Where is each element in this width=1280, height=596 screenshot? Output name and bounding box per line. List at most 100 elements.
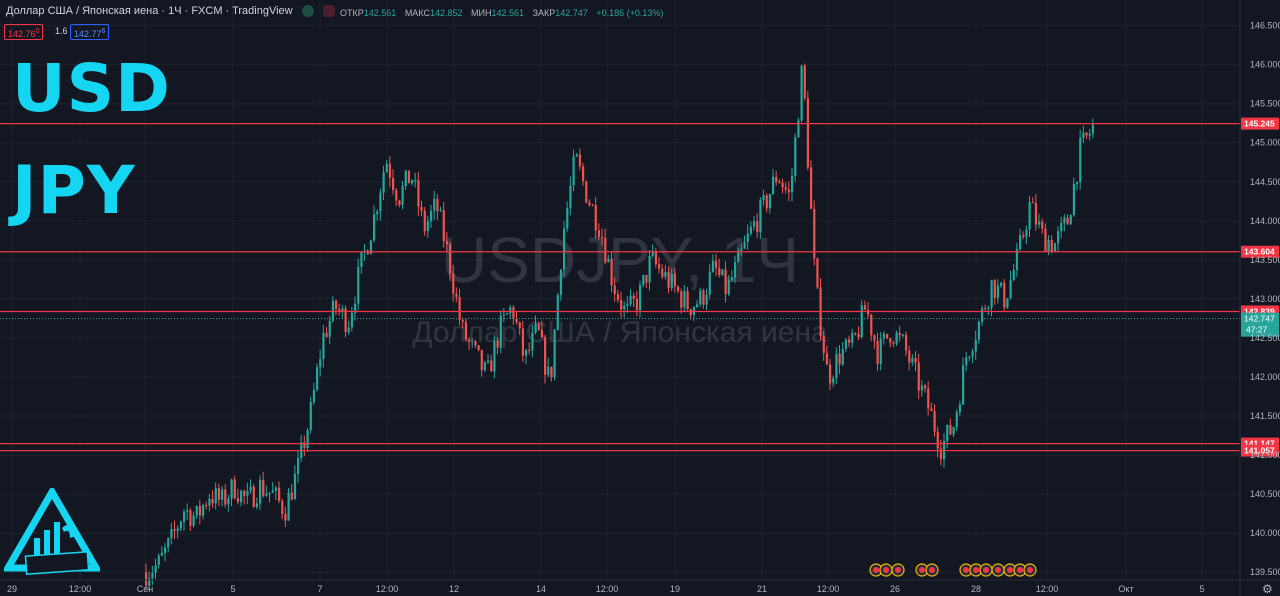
overlay-usd: USD: [12, 50, 171, 127]
candle-body: [984, 308, 987, 310]
candle-body: [920, 385, 924, 391]
candle-body: [328, 320, 331, 337]
candle-body: [670, 273, 673, 289]
flag-dot: [1017, 567, 1023, 573]
candle-body: [680, 291, 683, 308]
flag-dot: [1007, 567, 1013, 573]
candle-body: [160, 552, 164, 556]
candle-body: [306, 430, 309, 448]
candle-body: [654, 251, 658, 265]
candle-body: [832, 378, 835, 384]
candle-body: [316, 367, 319, 390]
candle-body: [344, 308, 347, 333]
candle-body: [892, 342, 895, 344]
candle-body: [369, 240, 373, 255]
candle-body: [1066, 217, 1069, 225]
y-tick-label: 145.500: [1250, 99, 1280, 109]
candle-body: [645, 275, 648, 283]
candle-body: [227, 498, 230, 505]
candle-body: [841, 348, 844, 365]
candle-body: [325, 332, 328, 337]
candle-body: [718, 267, 721, 275]
level-label: 145.245: [1244, 119, 1275, 129]
candle-body: [170, 529, 173, 539]
flag-dot: [1027, 567, 1033, 573]
x-tick-label: Сен: [137, 584, 154, 594]
gear-icon[interactable]: ⚙: [1262, 582, 1273, 596]
buy-button[interactable]: 142.776: [70, 24, 110, 40]
candle-body: [445, 241, 449, 245]
candle-body: [977, 321, 981, 340]
candle-body: [851, 332, 854, 343]
candle-body: [673, 273, 677, 287]
last-price-label: 142.747: [1244, 314, 1275, 324]
candle-body: [974, 339, 977, 352]
candle-body: [699, 290, 702, 305]
candle-body: [544, 337, 547, 375]
candle-body: [949, 425, 952, 435]
candle-body: [762, 195, 765, 201]
candle-body: [186, 510, 189, 512]
flag-dot: [883, 567, 889, 573]
candle-body: [753, 221, 756, 227]
candle-body: [990, 280, 993, 308]
candle-body: [613, 285, 616, 295]
chart-header: Доллар США / Японская иена · 1Ч · FXCM ·…: [6, 5, 335, 18]
candle-body: [882, 333, 886, 339]
candle-body: [651, 251, 654, 256]
candle-body: [588, 202, 591, 206]
x-tick-label: 12:00: [596, 584, 619, 594]
candle-body: [958, 404, 962, 413]
candle-body: [794, 137, 797, 176]
candle-body: [711, 260, 715, 272]
candle-body: [509, 307, 512, 314]
candle-body: [1003, 282, 1006, 308]
candle-body: [848, 339, 851, 343]
candle-body: [499, 315, 502, 348]
candle-body: [563, 228, 566, 270]
sell-button[interactable]: 142.760: [4, 24, 44, 40]
candle-body: [243, 490, 246, 496]
candle-body: [917, 362, 920, 391]
flag-icon[interactable]: [322, 5, 335, 18]
candle-body: [493, 340, 496, 372]
candle-body: [582, 166, 585, 182]
eye-icon[interactable]: [301, 5, 314, 18]
symbol-title[interactable]: Доллар США / Японская иена · 1Ч · FXCM ·…: [6, 5, 293, 17]
candle-body: [347, 327, 350, 333]
candle-body: [1082, 132, 1085, 138]
candle-body: [721, 269, 724, 275]
candle-body: [1069, 215, 1072, 225]
candle-body: [217, 488, 221, 500]
candle-body: [331, 300, 335, 321]
candle-body: [411, 180, 414, 184]
candle-body: [357, 266, 360, 304]
candle-body: [461, 319, 464, 322]
candle-body: [1057, 231, 1060, 244]
candle-body: [632, 295, 635, 299]
candle-body: [173, 529, 176, 531]
x-tick-label: 28: [971, 584, 981, 594]
candle-body: [1006, 298, 1009, 308]
candle-body: [376, 211, 379, 215]
candle-body: [341, 308, 344, 311]
candle-body: [477, 345, 480, 350]
candle-body: [629, 295, 632, 304]
candle-body: [781, 182, 784, 188]
flag-dot: [895, 567, 901, 573]
candle-body: [521, 328, 525, 356]
candle-body: [354, 303, 357, 313]
candle-body: [768, 194, 772, 209]
candle-body: [936, 431, 939, 449]
candles: [145, 63, 1095, 591]
flag-dot: [995, 567, 1001, 573]
candle-body: [268, 492, 271, 494]
candle-body: [176, 528, 179, 531]
candle-body: [939, 448, 943, 460]
candle-body: [968, 356, 971, 358]
candle-body: [610, 258, 613, 286]
candle-body: [585, 181, 588, 203]
candle-body: [528, 349, 531, 351]
candle-body: [952, 427, 955, 435]
